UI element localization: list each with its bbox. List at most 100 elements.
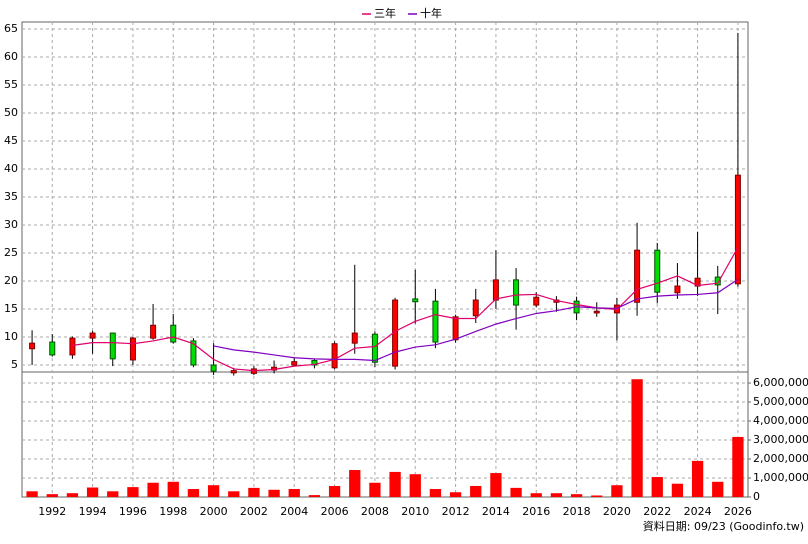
x-tick-label: 2000 <box>200 505 228 518</box>
y-tick-label: 5 <box>11 358 18 371</box>
candle-body <box>734 174 741 285</box>
volume-bar <box>26 491 38 497</box>
candle-body <box>150 324 157 339</box>
x-tick-label: 1996 <box>119 505 147 518</box>
x-tick-label: 2004 <box>280 505 308 518</box>
volume-bar <box>651 477 663 497</box>
x-tick-label: 1992 <box>38 505 66 518</box>
x-tick-label: 2022 <box>643 505 671 518</box>
volume-bar <box>147 482 159 497</box>
volume-bar <box>510 487 522 497</box>
y2-tick-label: 5,000,000 <box>753 395 808 408</box>
candle-body <box>674 285 681 294</box>
candle-body <box>432 300 439 343</box>
volume-bar <box>409 474 421 497</box>
x-tick-label: 2026 <box>724 505 752 518</box>
volume-bar <box>631 379 643 497</box>
candle-body <box>190 340 197 366</box>
volume-bar <box>328 485 341 497</box>
volume-bar <box>349 470 361 497</box>
candle-body <box>634 249 641 303</box>
x-tick-label: 2008 <box>361 505 389 518</box>
volume-bar <box>691 460 704 497</box>
candle-body <box>412 298 419 303</box>
ma-line <box>72 247 739 372</box>
volume-bar <box>550 493 563 497</box>
y-tick-label: 30 <box>4 218 18 231</box>
y2-tick-label: 1,000,000 <box>753 471 808 484</box>
volume-bar <box>611 485 623 497</box>
volume-bar <box>570 494 583 497</box>
x-tick-label: 1994 <box>79 505 107 518</box>
candle-body <box>351 332 358 344</box>
y2-tick-label: 2,000,000 <box>753 452 808 465</box>
volume-bar <box>470 485 482 497</box>
volume-bar <box>449 492 462 497</box>
candle-body <box>230 370 237 374</box>
volume-bar <box>107 491 119 497</box>
volume-bar <box>248 487 260 497</box>
volume-bar <box>207 485 220 497</box>
volume-bar <box>46 494 58 497</box>
candle-body <box>331 343 338 369</box>
candle-body <box>533 296 540 306</box>
candle-body <box>210 364 217 372</box>
y-tick-label: 45 <box>4 134 18 147</box>
candle-body <box>371 333 378 363</box>
candle-body <box>49 341 56 356</box>
candle-body <box>109 332 116 360</box>
x-tick-label: 2024 <box>684 505 712 518</box>
volume-bar <box>530 493 542 497</box>
candle-body <box>452 316 459 341</box>
volume-bar <box>66 493 79 497</box>
ma-line <box>213 278 739 362</box>
candle-body <box>492 279 499 301</box>
y2-tick-label: 0 <box>753 490 760 503</box>
y-tick-label: 35 <box>4 190 18 203</box>
candle-body <box>714 276 721 286</box>
y-tick-label: 50 <box>4 106 18 119</box>
volume-bar <box>288 489 300 497</box>
volume-bar <box>671 483 684 497</box>
volume-bar <box>308 495 321 497</box>
candle-body <box>89 332 96 339</box>
volume-bar <box>228 491 240 497</box>
candle-body <box>291 361 298 366</box>
candle-body <box>593 310 600 314</box>
candle-body <box>69 337 76 356</box>
candle-body <box>129 337 136 361</box>
y-tick-label: 25 <box>4 246 18 259</box>
y-tick-label: 20 <box>4 274 18 287</box>
y-tick-label: 65 <box>4 22 18 35</box>
y-tick-label: 55 <box>4 78 18 91</box>
candle-body <box>472 299 479 317</box>
volume-bar <box>490 473 502 497</box>
y-tick-label: 10 <box>4 330 18 343</box>
plot-frame <box>21 21 749 498</box>
volume-bar <box>86 487 99 497</box>
volume-bar <box>712 481 724 497</box>
x-tick-label: 2016 <box>522 505 550 518</box>
x-tick-label: 2014 <box>482 505 510 518</box>
y-tick-label: 40 <box>4 162 18 175</box>
legend-label: 三年 <box>374 6 396 20</box>
volume-bar <box>732 436 744 497</box>
y-tick-label: 60 <box>4 50 18 63</box>
volume-bar <box>187 489 200 497</box>
x-tick-label: 2002 <box>240 505 268 518</box>
candle-body <box>29 342 36 350</box>
x-tick-label: 2006 <box>321 505 349 518</box>
volume-bar <box>389 471 401 497</box>
candle-body <box>513 279 520 306</box>
x-tick-label: 2010 <box>401 505 429 518</box>
y2-tick-label: 6,000,000 <box>753 376 808 389</box>
footer: 資料日期: 09/23 (Goodinfo.tw) <box>643 519 804 533</box>
volume-bar <box>591 495 603 497</box>
volume-bar <box>167 481 179 497</box>
x-tick-label: 1998 <box>159 505 187 518</box>
volume-bar <box>429 489 442 497</box>
y2-tick-label: 3,000,000 <box>753 433 808 446</box>
volume-bar <box>369 482 381 497</box>
x-tick-label: 2012 <box>442 505 470 518</box>
